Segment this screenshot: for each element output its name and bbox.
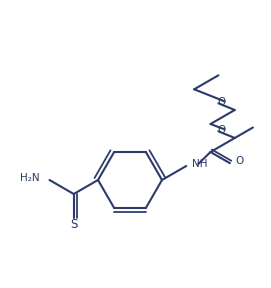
- Text: S: S: [70, 218, 78, 231]
- Text: H₂N: H₂N: [20, 173, 40, 183]
- Text: NH: NH: [192, 159, 208, 169]
- Text: O: O: [235, 156, 243, 166]
- Text: O: O: [217, 125, 225, 135]
- Text: O: O: [217, 97, 225, 107]
